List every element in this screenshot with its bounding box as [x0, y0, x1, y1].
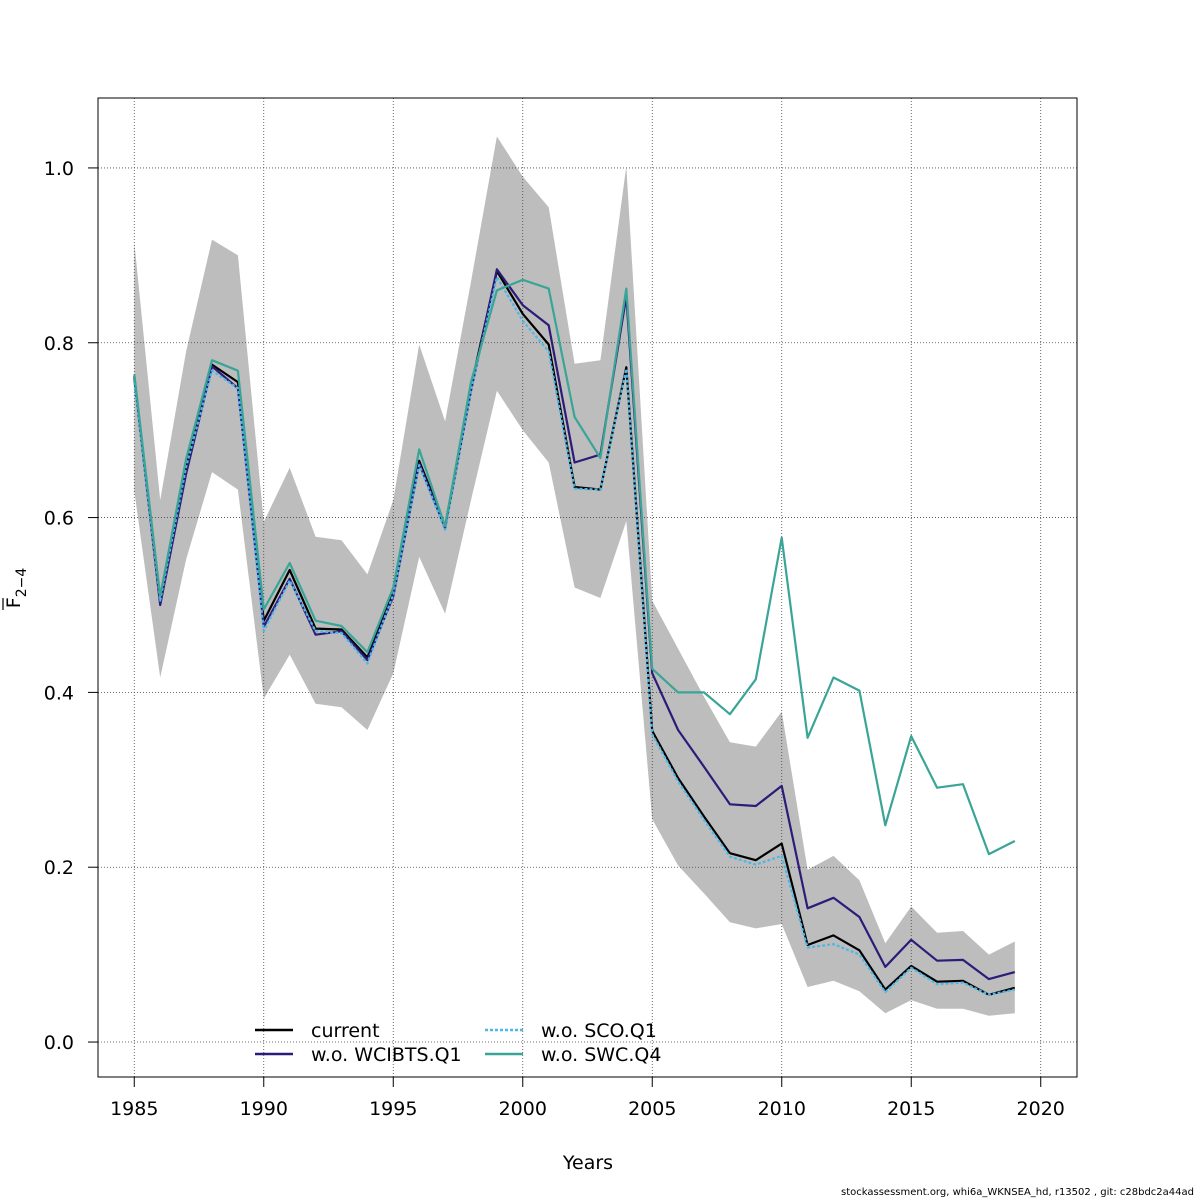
x-axis: 1985 1990 1995 2000 2005 2010 2015 2020 — [110, 1076, 1065, 1120]
legend-label: w.o. SWC.Q4 — [541, 1044, 661, 1066]
y-axis-title: F2−4 — [2, 568, 30, 610]
svg-text:F2−4: F2−4 — [3, 568, 30, 609]
series-layer — [133, 268, 1016, 996]
x-tick-label: 2020 — [1017, 1098, 1065, 1120]
x-axis-title: Years — [562, 1152, 613, 1174]
y-axis-title-subscript: 2−4 — [14, 568, 30, 598]
series-line — [133, 278, 1016, 856]
y-tick-label: 1.0 — [44, 158, 74, 180]
footer-credit: stockassessment.org, whi6a_WKNSEA_hd, r1… — [841, 1187, 1194, 1198]
y-tick-label: 0.6 — [44, 508, 74, 530]
x-tick-label: 2000 — [499, 1098, 547, 1120]
x-tick-label: 1995 — [369, 1098, 417, 1120]
series-line — [133, 270, 1016, 996]
x-tick-label: 2010 — [758, 1098, 806, 1120]
legend-label: current — [311, 1020, 380, 1042]
x-tick-label: 1990 — [240, 1098, 288, 1120]
x-tick-label: 1985 — [110, 1098, 158, 1120]
y-tick-label: 0.8 — [44, 333, 74, 355]
y-tick-label: 0.4 — [44, 682, 74, 704]
confidence-band — [134, 136, 1015, 1016]
confidence-band-layer — [134, 136, 1015, 1016]
legend-label: w.o. SCO.Q1 — [541, 1020, 657, 1042]
y-axis: 0.0 0.2 0.4 0.6 0.8 1.0 — [44, 158, 99, 1054]
x-tick-label: 2005 — [628, 1098, 676, 1120]
series-line — [133, 276, 1016, 996]
y-tick-label: 0.2 — [44, 857, 74, 879]
y-tick-label: 0.0 — [44, 1032, 74, 1054]
x-tick-label: 2015 — [887, 1098, 935, 1120]
legend-label: w.o. WCIBTS.Q1 — [311, 1044, 462, 1066]
series-line — [133, 268, 1016, 981]
y-axis-title-main: F — [3, 597, 25, 608]
